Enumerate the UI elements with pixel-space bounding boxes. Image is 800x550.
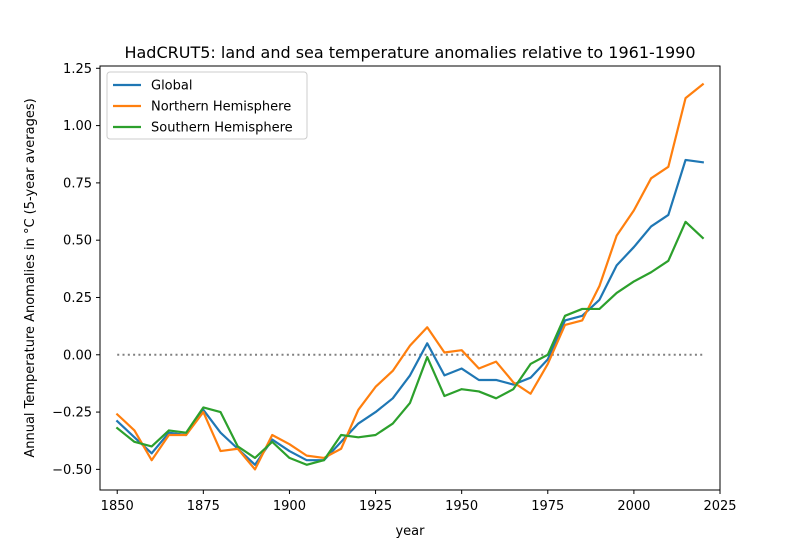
x-axis-label: year	[395, 524, 425, 539]
legend-box	[106, 71, 308, 140]
y-tick-label: 1.00	[63, 119, 92, 134]
x-tick-label: 1975	[531, 499, 564, 514]
y-tick-label: 0.00	[63, 348, 92, 363]
series-line-global	[115, 158, 705, 466]
x-axis: 1850 1875 1900 1925 1950 1975 2000 2025	[101, 490, 737, 514]
legend-label-global: Global	[151, 79, 192, 94]
x-tick-label: 2000	[617, 499, 650, 514]
series-line-northern-hemisphere	[115, 82, 705, 471]
y-tick-label: 0.25	[63, 291, 92, 306]
y-tick-label: 0.50	[63, 234, 92, 249]
y-tick-label: −0.50	[52, 463, 92, 478]
x-tick-label: 1925	[359, 499, 392, 514]
plot-frame	[99, 65, 721, 491]
legend: Global Northern Hemisphere Southern Hemisp…	[106, 71, 308, 140]
x-tick-label: 1950	[445, 499, 478, 514]
y-tick-label: −0.25	[52, 406, 92, 421]
y-axis-label: Annual Temperature Anomalies in °C (5-ye…	[23, 98, 38, 457]
plot-marks	[115, 82, 705, 471]
series-line-southern-hemisphere	[115, 220, 705, 466]
y-axis: −0.50 −0.25 0.00 0.25 0.50 0.75 1.00 1.25	[52, 62, 100, 478]
x-tick-label: 1900	[273, 499, 306, 514]
x-tick-label: 1850	[101, 499, 134, 514]
legend-label-northern-hemisphere: Northern Hemisphere	[151, 100, 291, 115]
legend-label-southern-hemisphere: Southern Hemisphere	[151, 121, 293, 136]
chart-title: HadCRUT5: land and sea temperature anoma…	[124, 43, 695, 62]
y-tick-label: 0.75	[63, 176, 92, 191]
x-tick-label: 2025	[703, 499, 736, 514]
x-tick-label: 1875	[187, 499, 220, 514]
y-tick-label: 1.25	[63, 62, 92, 77]
